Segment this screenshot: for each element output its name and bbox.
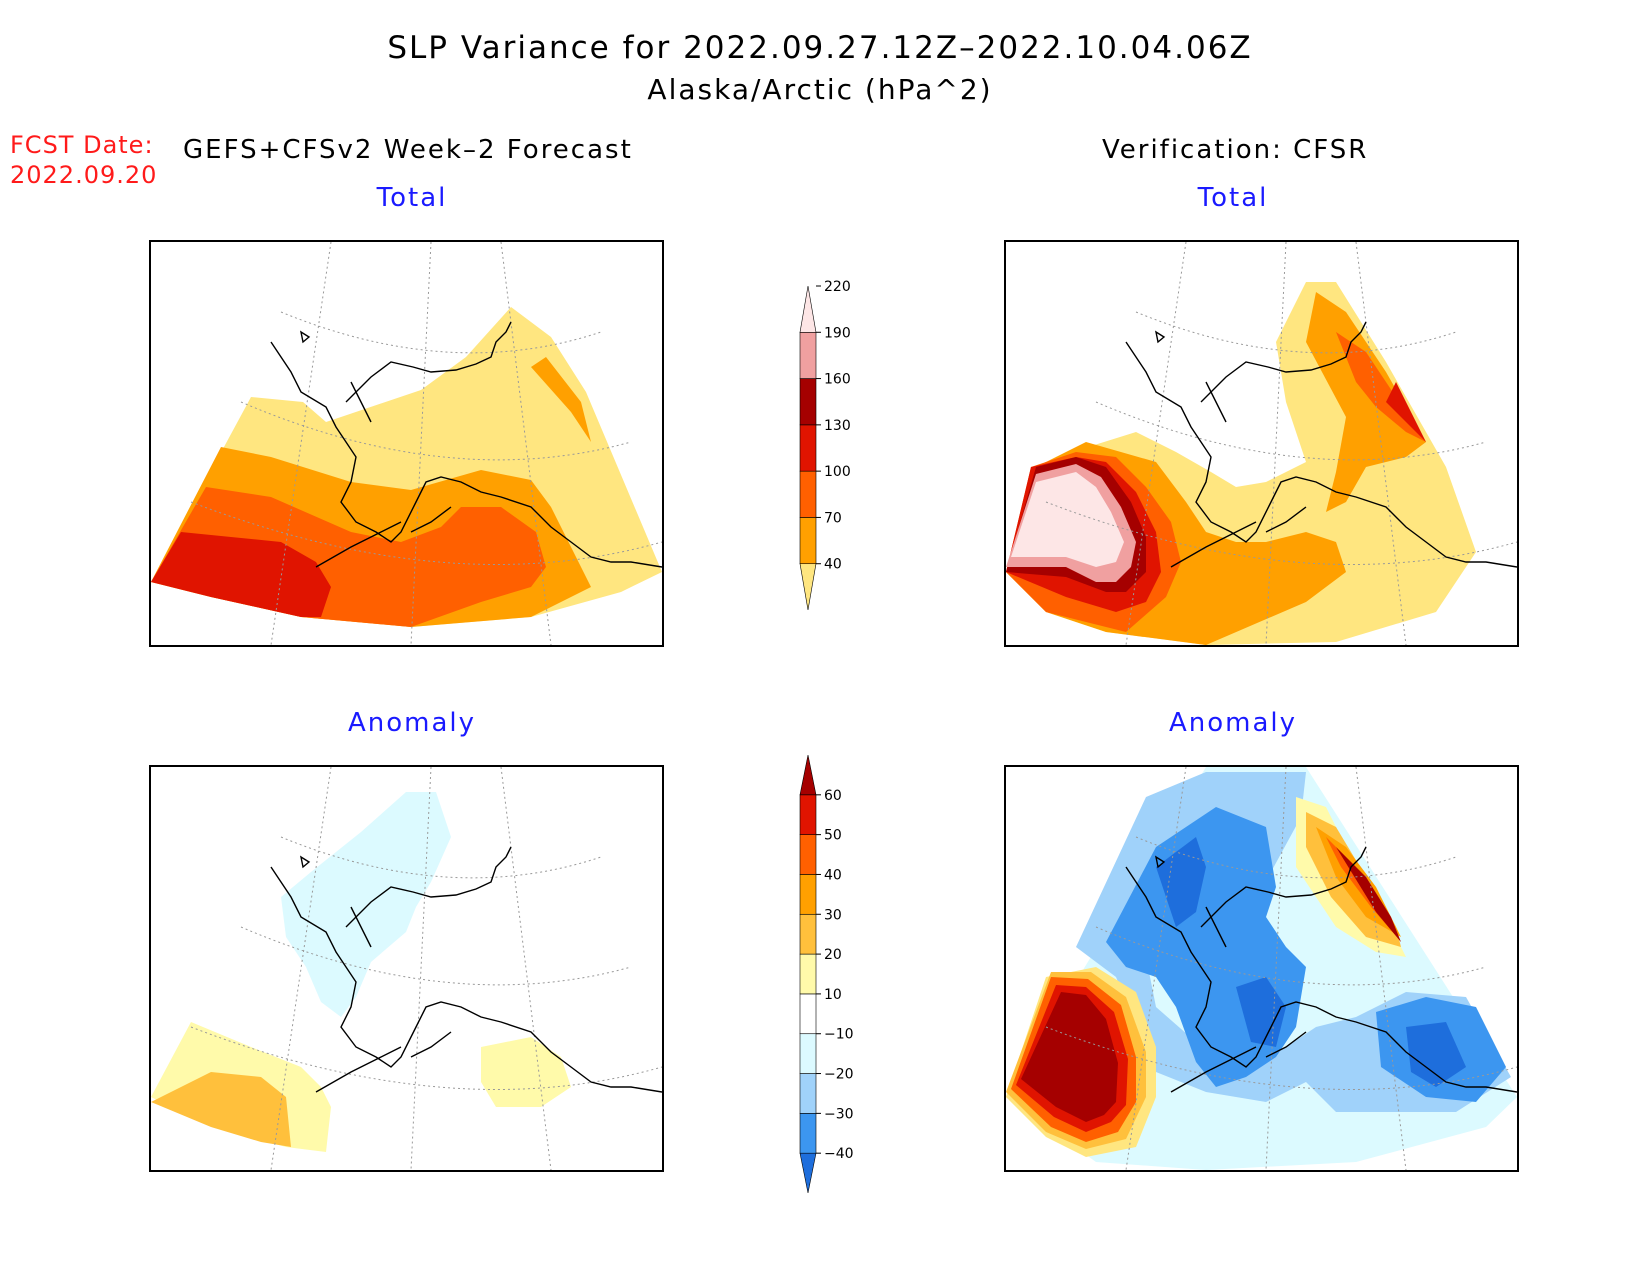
- anomaly-colorbar-label: 30: [824, 907, 842, 923]
- total-colorbar-label: 70: [824, 510, 842, 526]
- anomaly-colorbar-label: 20: [824, 947, 842, 963]
- verification-anomaly-title: Anomaly: [1168, 708, 1298, 738]
- anomaly-colorbar: −40 −30 −20 −10 10 20 30 40 50 60: [790, 745, 870, 1205]
- forecast-total-fill: [151, 307, 662, 627]
- anomaly-colorbar-swatch: [799, 794, 817, 835]
- total-colorbar-swatch: [799, 285, 817, 333]
- verification-anomaly-graticule: [1045, 767, 1517, 1170]
- anomaly-colorbar-svg: −40 −30 −20 −10 10 20 30 40 50 60: [799, 754, 854, 1194]
- total-colorbar-label: 190: [824, 325, 851, 341]
- forecast-total-graticule: [190, 242, 662, 645]
- total-colorbar-label: 100: [824, 464, 851, 480]
- anomaly-colorbar-swatch: [799, 1152, 817, 1194]
- forecast-total-map: [149, 240, 664, 647]
- anomaly-colorbar-label: −40: [824, 1146, 854, 1162]
- fcst-date-value: 2022.09.20: [10, 161, 158, 189]
- anomaly-colorbar-label: 40: [824, 867, 842, 883]
- forecast-anomaly-coastline: [270, 846, 662, 1093]
- verification-total-coastline: [1125, 321, 1517, 568]
- fcst-date-block: FCST Date: 2022.09.20: [10, 130, 157, 190]
- forecast-section-title: GEFS+CFSv2 Week–2 Forecast: [183, 135, 633, 165]
- anomaly-colorbar-swatch: [799, 874, 817, 915]
- anomaly-colorbar-label: −10: [824, 1027, 854, 1043]
- verification-total-title: Total: [1197, 183, 1269, 213]
- total-colorbar: 40 70 100 130 160 190 220: [790, 279, 870, 620]
- forecast-anomaly-map: [149, 765, 664, 1172]
- forecast-anomaly-title: Anomaly: [347, 708, 477, 738]
- verification-total-fill: [1006, 282, 1476, 645]
- anomaly-colorbar-swatch: [799, 754, 817, 796]
- anomaly-colorbar-swatch: [799, 834, 817, 875]
- verification-section-title: Verification: CFSR: [1102, 135, 1369, 165]
- forecast-total-coastline: [270, 321, 662, 568]
- anomaly-colorbar-label: 60: [824, 788, 842, 804]
- verification-total-map: [1004, 240, 1519, 647]
- verification-total-graticule: [1045, 242, 1517, 645]
- forecast-anomaly-fill: [151, 792, 571, 1152]
- total-colorbar-swatch: [799, 517, 817, 565]
- anomaly-colorbar-swatch: [799, 913, 817, 955]
- total-colorbar-label: 160: [824, 372, 851, 388]
- anomaly-colorbar-swatch: [799, 993, 817, 1035]
- anomaly-colorbar-label: 10: [824, 987, 842, 1003]
- total-colorbar-swatch: [799, 470, 817, 518]
- total-colorbar-label: 130: [824, 418, 851, 434]
- page-subtitle: Alaska/Arctic (hPa^2): [647, 73, 993, 106]
- anomaly-colorbar-swatch: [799, 1073, 817, 1114]
- verification-anomaly-fill: [1006, 767, 1517, 1170]
- total-colorbar-label: 220: [824, 280, 851, 295]
- anomaly-colorbar-swatch: [799, 1033, 817, 1074]
- total-colorbar-label: 40: [824, 557, 842, 573]
- anomaly-colorbar-swatch: [799, 1113, 817, 1154]
- anomaly-colorbar-swatch: [799, 953, 817, 995]
- page-title: SLP Variance for 2022.09.27.12Z–2022.10.…: [387, 30, 1253, 66]
- anomaly-colorbar-label: 50: [824, 828, 842, 844]
- anomaly-colorbar-label: −30: [824, 1106, 854, 1122]
- total-colorbar-swatch: [799, 424, 817, 472]
- fcst-date-label: FCST Date:: [10, 131, 154, 159]
- verification-anomaly-map: [1004, 765, 1519, 1172]
- forecast-anomaly-graticule: [190, 767, 662, 1170]
- total-colorbar-svg: 40 70 100 130 160 190 220: [799, 279, 851, 611]
- total-colorbar-swatch: [799, 331, 817, 379]
- total-colorbar-swatch: [799, 563, 817, 611]
- forecast-total-title: Total: [376, 183, 448, 213]
- anomaly-colorbar-label: −20: [824, 1067, 854, 1083]
- total-colorbar-swatch: [799, 378, 817, 426]
- verification-anomaly-coastline: [1125, 846, 1517, 1093]
